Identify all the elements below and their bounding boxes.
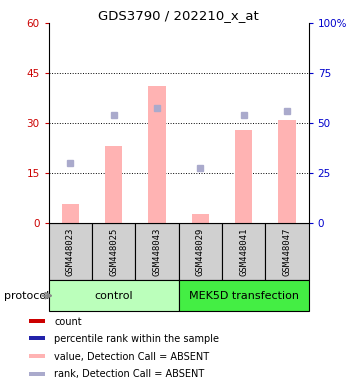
Text: GSM448043: GSM448043 xyxy=(153,227,161,276)
Bar xyxy=(148,86,166,223)
Text: control: control xyxy=(95,291,133,301)
Text: value, Detection Call = ABSENT: value, Detection Call = ABSENT xyxy=(54,352,209,362)
Bar xyxy=(235,129,252,223)
Text: GSM448041: GSM448041 xyxy=(239,227,248,276)
Text: percentile rank within the sample: percentile rank within the sample xyxy=(54,334,219,344)
Text: GSM448047: GSM448047 xyxy=(283,227,291,276)
Bar xyxy=(179,223,222,280)
Text: GSM448025: GSM448025 xyxy=(109,227,118,276)
Text: rank, Detection Call = ABSENT: rank, Detection Call = ABSENT xyxy=(54,369,204,379)
Bar xyxy=(29,319,45,323)
Text: MEK5D transfection: MEK5D transfection xyxy=(189,291,299,301)
Bar xyxy=(92,223,135,280)
Text: GSM448029: GSM448029 xyxy=(196,227,205,276)
Bar xyxy=(179,280,309,311)
Bar xyxy=(49,280,179,311)
Bar xyxy=(49,223,92,280)
Title: GDS3790 / 202210_x_at: GDS3790 / 202210_x_at xyxy=(98,9,259,22)
Bar xyxy=(135,223,179,280)
Bar xyxy=(29,336,45,341)
Text: protocol: protocol xyxy=(4,291,49,301)
Bar xyxy=(29,354,45,358)
Text: GSM448023: GSM448023 xyxy=(66,227,75,276)
Text: count: count xyxy=(54,317,82,327)
Bar xyxy=(278,119,296,223)
Bar xyxy=(62,204,79,223)
Bar xyxy=(29,372,45,376)
Bar xyxy=(192,214,209,223)
Bar xyxy=(265,223,309,280)
Bar xyxy=(105,146,122,223)
Bar xyxy=(222,223,265,280)
